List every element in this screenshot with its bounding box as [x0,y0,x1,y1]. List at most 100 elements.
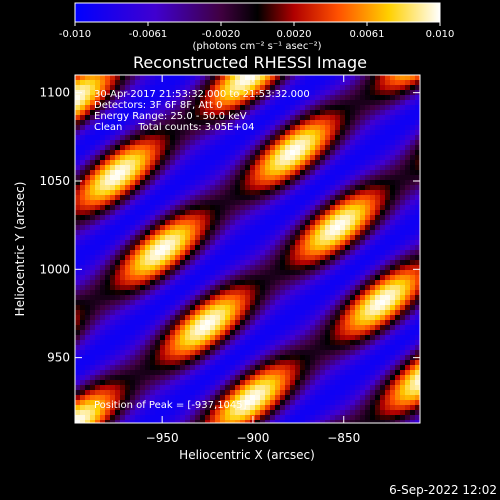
heatmap-cell [270,310,275,315]
heatmap-cell [320,255,325,260]
heatmap-cell [200,265,205,270]
heatmap-cell [385,335,390,340]
heatmap-cell [85,150,90,155]
heatmap-cell [415,150,420,155]
heatmap-cell [250,275,255,280]
heatmap-cell [415,105,420,110]
heatmap-cell [315,420,320,423]
heatmap-cell [140,270,145,275]
heatmap-cell [320,415,325,420]
heatmap-cell [350,90,355,95]
heatmap-cell [260,245,265,250]
heatmap-cell [195,185,200,190]
heatmap-cell [300,120,305,125]
heatmap-cell [290,185,295,190]
heatmap-cell [400,220,405,225]
heatmap-cell [300,110,305,115]
heatmap-cell [345,300,350,305]
heatmap-cell [235,345,240,350]
heatmap-cell [380,140,385,145]
heatmap-cell [140,265,145,270]
heatmap-cell [205,320,210,325]
heatmap-cell [330,170,335,175]
heatmap-cell [275,315,280,320]
heatmap-cell [170,285,175,290]
heatmap-cell [165,75,170,80]
heatmap-cell [100,195,105,200]
heatmap-cell [215,75,220,80]
heatmap-cell [355,355,360,360]
heatmap-cell [115,330,120,335]
heatmap-cell [360,220,365,225]
heatmap-cell [115,350,120,355]
heatmap-cell [265,410,270,415]
heatmap-cell [80,405,85,410]
heatmap-cell [325,150,330,155]
heatmap-cell [360,235,365,240]
heatmap-cell [400,205,405,210]
heatmap-cell [315,90,320,95]
heatmap-cell [230,155,235,160]
heatmap-cell [245,335,250,340]
heatmap-cell [170,245,175,250]
heatmap-cell [410,220,415,225]
heatmap-cell [115,200,120,205]
heatmap-cell [285,345,290,350]
heatmap-cell [300,320,305,325]
heatmap-cell [150,360,155,365]
heatmap-cell [400,245,405,250]
heatmap-cell [405,305,410,310]
heatmap-cell [225,350,230,355]
heatmap-cell [110,130,115,135]
heatmap-cell [245,340,250,345]
heatmap-cell [210,330,215,335]
heatmap-cell [325,330,330,335]
heatmap-cell [155,160,160,165]
heatmap-cell [150,355,155,360]
heatmap-cell [385,145,390,150]
heatmap-cell [290,105,295,110]
heatmap-cell [105,195,110,200]
heatmap-cell [90,155,95,160]
heatmap-cell [300,140,305,145]
heatmap-cell [290,225,295,230]
heatmap-cell [85,320,90,325]
heatmap-cell [140,145,145,150]
heatmap-cell [310,410,315,415]
heatmap-cell [130,155,135,160]
annotation-peak-position: Position of Peak = [-937,1045] [94,400,247,411]
heatmap-cell [305,230,310,235]
heatmap-cell [310,270,315,275]
heatmap-cell [370,295,375,300]
heatmap-cell [205,280,210,285]
heatmap-cell [170,370,175,375]
heatmap-cell [380,120,385,125]
heatmap-cell [335,355,340,360]
heatmap-cell [140,310,145,315]
heatmap-cell [210,145,215,150]
heatmap-cell [315,125,320,130]
heatmap-cell [130,410,135,415]
heatmap-cell [205,180,210,185]
heatmap-cell [375,285,380,290]
heatmap-cell [150,375,155,380]
heatmap-cell [325,260,330,265]
heatmap-cell [180,145,185,150]
heatmap-cell [350,375,355,380]
heatmap-cell [185,105,190,110]
heatmap-cell [185,215,190,220]
heatmap-cell [320,210,325,215]
heatmap-cell [175,195,180,200]
heatmap-cell [325,345,330,350]
heatmap-cell [195,350,200,355]
heatmap-cell [195,165,200,170]
heatmap-cell [410,415,415,420]
heatmap-cell [270,190,275,195]
heatmap-cell [195,380,200,385]
heatmap-cell [225,370,230,375]
heatmap-cell [240,125,245,130]
heatmap-cell [375,275,380,280]
heatmap-cell [315,200,320,205]
heatmap-cell [80,190,85,195]
heatmap-cell [135,175,140,180]
